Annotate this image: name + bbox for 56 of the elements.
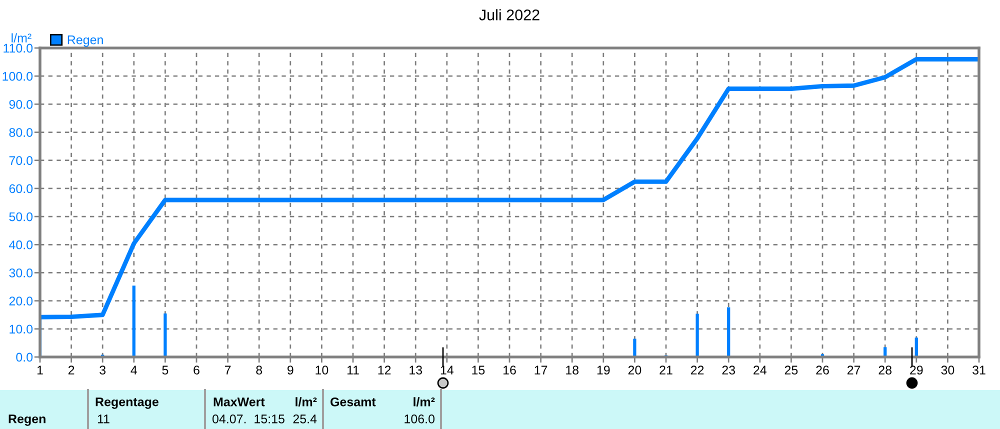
text: Regen: [8, 414, 46, 426]
y-tick-label: 40.0: [9, 240, 33, 250]
y-tick-label: 110.0: [4, 44, 33, 53]
x-tick-label: 15: [472, 366, 485, 375]
x-tick-label: 29: [910, 366, 923, 375]
x-tick-label: 26: [816, 366, 829, 375]
text: Regentage: [96, 398, 158, 409]
y-axis-title: l/m²: [12, 33, 32, 42]
x-tick-label: 28: [878, 366, 892, 375]
text: l/m²: [296, 397, 317, 406]
x-tick-label: 2: [68, 366, 74, 374]
y-tick-label: 70.0: [9, 156, 33, 166]
y-tick-label: 10.0: [10, 324, 33, 334]
y-tick-label: 80.0: [9, 128, 33, 137]
x-tick-label: 8: [256, 366, 262, 375]
x-tick-label: 23: [722, 366, 736, 375]
y-tick-label: 100.0: [2, 72, 33, 81]
x-tick-label: 1: [37, 366, 43, 374]
y-tick-label: 0.0: [16, 352, 33, 362]
x-tick-label: 10: [316, 366, 328, 375]
x-tick-label: 20: [628, 366, 642, 375]
x-tick-label: 4: [130, 366, 138, 374]
x-tick-label: 27: [847, 366, 860, 374]
x-tick-label: 13: [410, 366, 422, 375]
x-tick-label: 7: [224, 366, 231, 374]
x-tick-label: 3: [100, 366, 106, 375]
x-tick-label: 17: [534, 366, 548, 374]
x-tick-label: 25: [784, 366, 798, 375]
chart-title: Juli 2022: [479, 9, 540, 20]
text: Gesamt: [330, 398, 376, 406]
x-tick-label: 30: [941, 366, 954, 375]
text: l/m²: [414, 397, 435, 406]
y-tick-label: 30.0: [9, 268, 33, 278]
x-tick-label: 14: [440, 366, 454, 374]
y-tick-label: 60.0: [9, 184, 33, 194]
text: 25.4: [293, 414, 317, 424]
x-tick-label: 16: [504, 366, 516, 375]
x-tick-label: 9: [288, 366, 294, 375]
x-tick-label: 22: [690, 366, 704, 374]
text: 04.07. 15:15: [212, 414, 284, 424]
y-tick-label: 20.0: [9, 296, 33, 306]
x-tick-label: 5: [162, 366, 168, 375]
x-tick-label: 19: [597, 366, 610, 375]
x-tick-label: 12: [378, 366, 391, 374]
x-tick-label: 24: [754, 366, 766, 374]
y-tick-label: 50.0: [9, 212, 33, 222]
x-tick-label: 21: [660, 366, 672, 374]
y-tick-label: 90.0: [9, 100, 33, 109]
x-tick-label: 6: [194, 366, 200, 375]
text: 106.0: [404, 414, 435, 424]
x-tick-label: 31: [972, 366, 986, 375]
x-tick-label: 11: [347, 366, 359, 374]
text: MaxWert: [214, 398, 265, 406]
x-tick-label: 18: [566, 366, 579, 375]
legend-label: Regen: [68, 36, 103, 47]
text: 11: [98, 414, 110, 424]
